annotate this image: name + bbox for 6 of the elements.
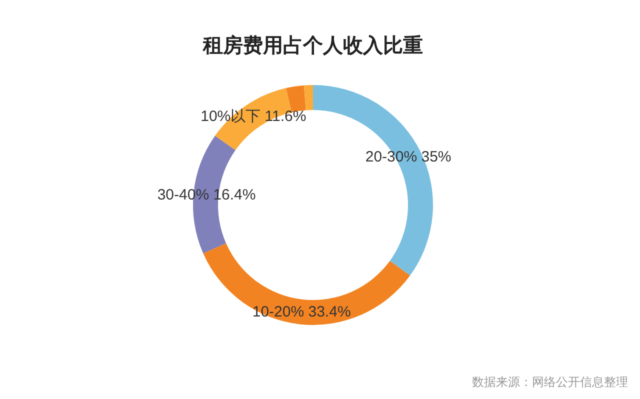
slice-label: 10-20% 33.4% [252, 303, 351, 320]
donut-slice [286, 85, 306, 112]
donut-slice [304, 85, 313, 110]
source-note: 数据来源：网络公开信息整理 [472, 375, 628, 389]
chart-title: 租房费用占个人收入比重 [202, 34, 423, 57]
donut-slice [203, 243, 410, 325]
